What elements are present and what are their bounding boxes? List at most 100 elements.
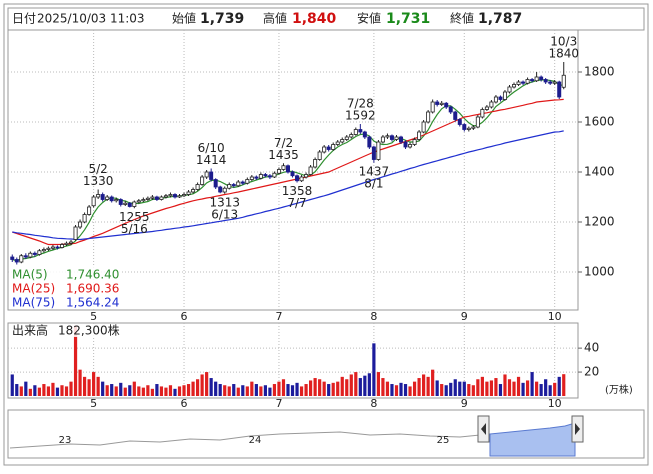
volume-bar bbox=[245, 386, 249, 396]
candle-body bbox=[525, 79, 530, 84]
volume-legend-box bbox=[9, 324, 121, 337]
volume-bar bbox=[214, 381, 218, 396]
candle-body bbox=[493, 96, 498, 103]
candle-body bbox=[353, 129, 358, 135]
candle-body bbox=[50, 246, 55, 249]
volume-bar bbox=[250, 381, 254, 396]
candle-body bbox=[417, 131, 422, 140]
high-value: 1,840 bbox=[292, 11, 337, 27]
x-tick-label: 5 bbox=[90, 310, 97, 323]
candle-body bbox=[552, 81, 557, 84]
candle-body bbox=[548, 81, 553, 84]
navigator-line bbox=[9, 431, 491, 449]
candle-body bbox=[471, 126, 476, 129]
x-tick-label: 10 bbox=[548, 310, 562, 323]
candle-body bbox=[394, 136, 399, 140]
volume-bar bbox=[327, 384, 331, 396]
candle-body bbox=[168, 194, 173, 197]
navigator-frame bbox=[7, 409, 645, 459]
volume-bar bbox=[544, 379, 548, 396]
candle-body bbox=[308, 166, 313, 175]
candle-body bbox=[209, 171, 214, 180]
legend-name: MA(75) bbox=[12, 296, 55, 310]
volume-bar bbox=[507, 379, 512, 396]
volume-bar bbox=[37, 387, 41, 396]
x-tick-label: 5 bbox=[90, 397, 97, 410]
volume-bar bbox=[55, 387, 60, 396]
volume-bar bbox=[114, 386, 118, 396]
volume-bar bbox=[530, 372, 534, 396]
candle-body bbox=[380, 136, 385, 143]
volume-bar bbox=[19, 386, 23, 396]
volume-bar bbox=[548, 385, 552, 396]
annotation-price: 1358 bbox=[282, 184, 313, 198]
annotation-price: 1330 bbox=[83, 174, 114, 188]
volume-bar bbox=[535, 381, 539, 396]
candle-body bbox=[213, 179, 218, 188]
candle-body bbox=[475, 116, 480, 128]
x-tick-label: 9 bbox=[461, 310, 468, 323]
y-tick-label: 1400 bbox=[584, 165, 615, 179]
volume-bar bbox=[553, 382, 557, 396]
low-value: 1,731 bbox=[386, 11, 430, 27]
candle-body bbox=[317, 151, 322, 160]
candle-body bbox=[41, 249, 46, 252]
candle-body bbox=[136, 200, 141, 203]
volume-bar bbox=[498, 384, 503, 396]
handle-arrow bbox=[575, 423, 580, 435]
volume-bar bbox=[227, 386, 231, 396]
volume-bar bbox=[128, 385, 132, 396]
candle-body bbox=[371, 146, 376, 160]
volume-bar bbox=[485, 381, 489, 396]
volume-bar bbox=[232, 384, 236, 396]
candle-body bbox=[14, 259, 19, 263]
volume-bar bbox=[159, 386, 164, 396]
candle-body bbox=[304, 174, 309, 178]
candle-body bbox=[46, 247, 51, 250]
candle-body bbox=[272, 172, 277, 178]
volume-bar bbox=[322, 381, 326, 396]
volume-bar bbox=[137, 386, 141, 396]
annotation-price: 1313 bbox=[209, 195, 240, 209]
candle-body bbox=[408, 144, 413, 148]
volume-bar bbox=[209, 378, 213, 396]
navigator-year: 23 bbox=[59, 435, 72, 446]
legend-box bbox=[9, 267, 121, 309]
date-label: 日付 bbox=[12, 12, 36, 26]
volume-latest: 182,300株 bbox=[58, 323, 120, 338]
volume-bar bbox=[385, 381, 390, 396]
candle-body bbox=[367, 136, 372, 148]
candle-body bbox=[281, 165, 286, 170]
volume-bar bbox=[458, 381, 462, 396]
close-value: 1,787 bbox=[478, 11, 522, 27]
volume-bar bbox=[449, 382, 453, 396]
candle-body bbox=[254, 176, 259, 179]
candle-body bbox=[145, 197, 150, 200]
volume-bar bbox=[295, 382, 299, 396]
annotation-date: 7/28 bbox=[347, 97, 374, 111]
x-tick-label: 10 bbox=[548, 397, 562, 410]
volume-bar bbox=[46, 386, 51, 396]
volume-bar bbox=[241, 385, 245, 396]
candle-body bbox=[344, 136, 349, 140]
candle-body bbox=[340, 139, 345, 143]
volume-bar bbox=[422, 374, 426, 396]
candle-body bbox=[322, 146, 327, 153]
volume-bar bbox=[182, 385, 186, 396]
volume-bar bbox=[254, 384, 258, 396]
volume-title: 出来高 bbox=[12, 323, 48, 338]
annotation-date: 6/13 bbox=[211, 207, 238, 221]
low-label: 安値 bbox=[357, 11, 381, 26]
volume-bar bbox=[412, 381, 417, 396]
volume-bar bbox=[358, 378, 362, 396]
annotation-price: 1255 bbox=[119, 210, 150, 224]
volume-bar bbox=[28, 388, 32, 396]
candle-body bbox=[227, 184, 232, 189]
y-tick-label: 1200 bbox=[584, 215, 615, 229]
volume-bar bbox=[381, 378, 385, 396]
candle-body bbox=[150, 196, 155, 199]
ma-line bbox=[12, 98, 564, 246]
y-tick-label: 1000 bbox=[584, 265, 615, 279]
candle-body bbox=[453, 111, 458, 120]
legend-value: 1,564.24 bbox=[66, 296, 119, 310]
